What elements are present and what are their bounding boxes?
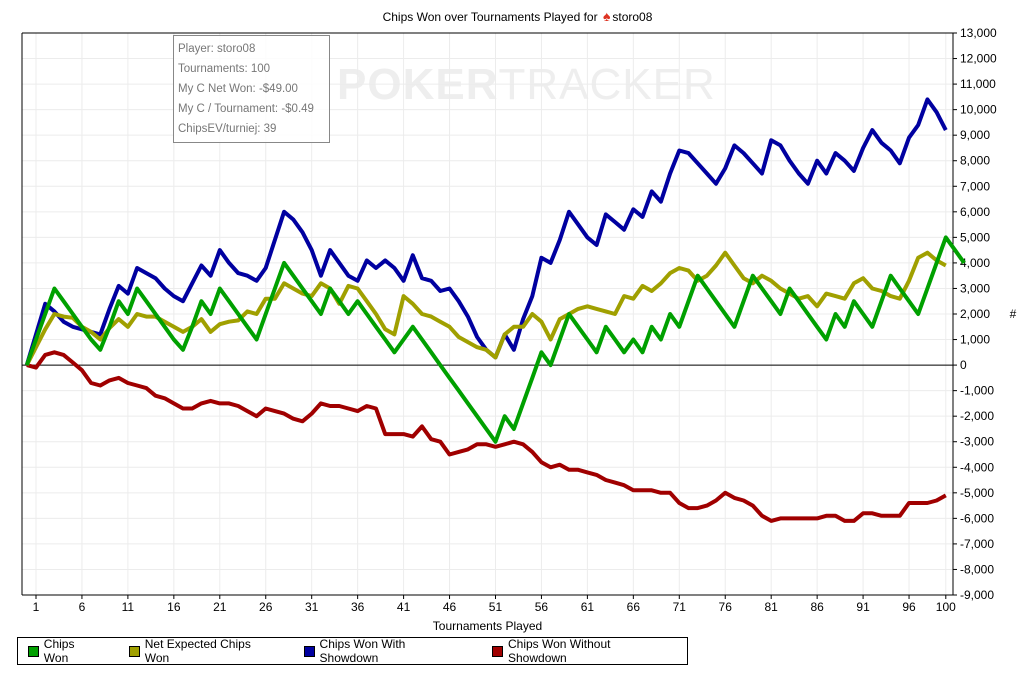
y-tick-label: -7,000 [960,537,994,551]
y-tick-label: 7,000 [960,179,990,193]
y-tick-label: 3,000 [960,281,990,295]
info-player: Player: storo08 [178,43,256,55]
legend-swatch [303,645,315,657]
x-tick-label: 6 [79,600,86,614]
legend-label: Chips Won [43,637,75,665]
x-tick-label: 71 [673,600,687,614]
x-tick-label: 36 [351,600,365,614]
y-tick-label: 9,000 [960,128,990,142]
legend-swatch [492,645,503,657]
legend-item-net-expected[interactable]: Net Expected Chips Won [128,637,276,665]
series-line-chips-won [24,235,966,444]
info-per-tournament: My C / Tournament: -$0.49 [178,103,314,115]
y-tick-label: -1,000 [960,384,994,398]
y-tick-label: 0 [960,358,967,372]
y-tick-label: -6,000 [960,511,994,525]
x-tick-label: 100 [936,600,956,614]
x-tick-label: 61 [581,600,595,614]
y-tick-label: -3,000 [960,435,994,449]
legend-label: Net Expected Chips Won [144,637,251,665]
y-tick-label: -2,000 [960,409,994,423]
legend-label: Chips Won Without Showdown [508,637,611,665]
x-tick-label: 21 [213,600,227,614]
x-tick-label: 81 [765,600,779,614]
y-tick-label: -8,000 [960,562,994,576]
x-tick-label: 41 [397,600,411,614]
y-tick-label: 13,000 [960,26,997,40]
x-tick-label: 86 [810,600,824,614]
y-tick-label: 2,000 [960,307,990,321]
y-tick-label: 12,000 [960,52,997,66]
x-tick-label: 96 [902,600,916,614]
y-tick-label: 10,000 [960,103,997,117]
chart-title-prefix: Chips Won over Tournaments Played for [382,10,598,24]
x-tick-label: 1 [33,600,40,614]
y-tick-label: 11,000 [960,77,996,91]
y-tick-label: 1,000 [960,333,990,347]
x-tick-label: 31 [305,600,319,614]
y-tick-label: 8,000 [960,154,990,168]
x-tick-label: 91 [856,600,870,614]
y-tick-label: 4,000 [960,256,990,270]
x-tick-label: 76 [719,600,733,614]
legend-label: Chips Won With Showdown [319,637,406,665]
x-tick-label: 46 [443,600,457,614]
info-net-won: My C Net Won: -$49.00 [178,83,298,95]
y-axis-label: # [1010,307,1017,321]
x-tick-label: 26 [259,600,273,614]
x-tick-label: 11 [122,600,135,614]
x-axis-label: Tournaments Played [433,619,542,633]
legend-item-without-showdown[interactable]: Chips Won Without Showdown [492,637,669,665]
y-tick-label: -9,000 [960,588,994,602]
y-tick-label: 5,000 [960,230,990,244]
y-tick-label: -4,000 [960,460,994,474]
chart-legend: Chips Won Net Expected Chips Won Chips W… [17,637,688,665]
info-tournaments: Tournaments: 100 [178,63,271,75]
x-tick-label: 51 [489,600,503,614]
series-line-net-expected-chips-won [25,250,947,367]
chart-title-player: storo08 [612,10,653,24]
legend-swatch [28,645,39,657]
player-info-box: Player: storo08 Tournaments: 100 My C Ne… [173,35,330,143]
spade-icon: ♠ [602,8,611,24]
x-tick-label: 56 [535,600,549,614]
legend-swatch [128,645,140,657]
y-tick-label: -5,000 [960,486,994,500]
x-tick-label: 66 [627,600,641,614]
x-tick-label: 16 [167,600,181,614]
legend-item-chips-won[interactable]: Chips Won [28,637,101,665]
chart-title: Chips Won over Tournaments Played for ♠ s… [0,8,1035,24]
y-tick-label: 6,000 [960,205,990,219]
legend-item-with-showdown[interactable]: Chips Won With Showdown [303,637,464,665]
series-line-chips-won-without-showdown [26,350,947,523]
info-chipsev: ChipsEV/turniej: 39 [178,123,277,135]
